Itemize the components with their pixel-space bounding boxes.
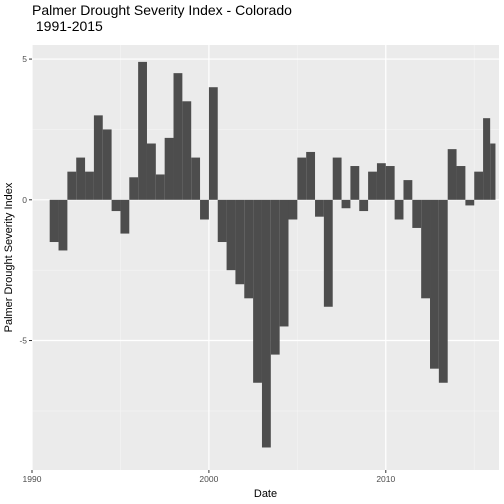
data-bar xyxy=(226,199,236,271)
data-bar xyxy=(474,171,484,200)
chart-subtitle: 1991-2015 xyxy=(35,18,103,34)
data-bar xyxy=(438,199,448,383)
data-bar xyxy=(483,118,491,200)
data-bar xyxy=(208,87,218,200)
data-bar xyxy=(164,137,174,200)
data-bar xyxy=(279,199,289,327)
data-bar xyxy=(368,171,377,200)
data-bar xyxy=(138,61,147,200)
y-axis-ticks: -5 0 5 xyxy=(19,54,32,346)
data-bar xyxy=(58,199,68,251)
data-bar xyxy=(85,171,94,200)
data-bar xyxy=(297,157,307,200)
data-bar xyxy=(490,143,496,200)
y-axis-title: Palmer Drought Severity Index xyxy=(3,182,15,332)
data-bar xyxy=(200,199,209,220)
data-bar xyxy=(394,199,404,220)
data-bar xyxy=(412,199,422,228)
chart-title-main: Palmer Drought Severity Index - Colorado xyxy=(32,2,292,18)
data-bar xyxy=(288,199,298,220)
data-bar xyxy=(385,166,395,200)
data-bar xyxy=(421,199,431,299)
data-bar xyxy=(67,171,77,200)
data-bar xyxy=(456,166,466,200)
data-bar xyxy=(129,177,139,200)
x-tick-label: 2000 xyxy=(199,474,218,484)
data-bar xyxy=(244,199,254,299)
data-bar xyxy=(155,174,165,200)
y-tick-label: 5 xyxy=(22,54,27,64)
data-bar xyxy=(261,199,271,448)
data-bar xyxy=(93,115,103,200)
data-bar xyxy=(359,199,369,212)
data-bar xyxy=(306,151,316,200)
y-tick-label: -5 xyxy=(19,336,27,346)
data-bar xyxy=(146,143,156,200)
data-bar xyxy=(182,101,192,200)
x-axis-title: Date xyxy=(254,488,277,500)
data-bar xyxy=(111,199,121,212)
data-bar xyxy=(217,199,227,243)
data-bar xyxy=(253,199,262,383)
x-tick-label: 1990 xyxy=(23,474,42,484)
data-bar xyxy=(270,199,280,355)
data-bar xyxy=(447,149,457,200)
data-bar xyxy=(235,199,245,285)
data-bar xyxy=(76,157,86,200)
chart-title: Palmer Drought Severity Index - Colorado… xyxy=(32,2,292,34)
data-bar xyxy=(465,199,475,206)
x-tick-label: 2010 xyxy=(376,474,395,484)
data-bar xyxy=(376,163,386,200)
data-bar xyxy=(403,180,413,200)
data-bar xyxy=(350,166,360,200)
data-bar xyxy=(430,199,439,369)
data-bar xyxy=(332,157,342,200)
x-axis-ticks: 1990 2000 2010 xyxy=(23,470,396,484)
data-bar xyxy=(341,199,351,209)
data-bar xyxy=(191,157,201,200)
data-bar xyxy=(49,199,59,243)
y-tick-label: 0 xyxy=(22,195,27,205)
data-bar xyxy=(323,199,333,307)
bar-series xyxy=(49,61,496,448)
data-bar xyxy=(120,199,130,234)
data-bar xyxy=(315,199,324,217)
data-bar xyxy=(173,73,183,200)
data-bar xyxy=(102,129,112,200)
